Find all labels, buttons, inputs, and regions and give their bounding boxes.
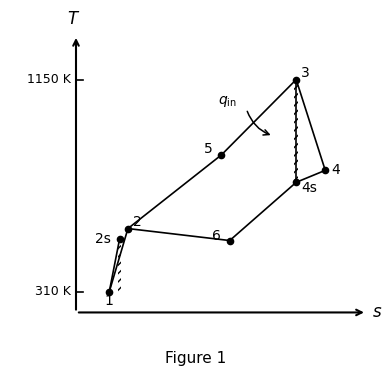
Bar <box>294 80 298 182</box>
Text: 4s: 4s <box>301 182 317 195</box>
Text: 5: 5 <box>203 142 212 156</box>
Text: $q_{\rm in}$: $q_{\rm in}$ <box>218 94 237 108</box>
Text: 1150 K: 1150 K <box>27 73 71 86</box>
Text: 310 K: 310 K <box>35 285 71 299</box>
Text: 1: 1 <box>105 295 114 309</box>
Text: T: T <box>68 10 78 28</box>
Bar <box>118 239 122 292</box>
Text: s: s <box>373 303 382 322</box>
Text: 3: 3 <box>301 67 310 80</box>
Text: 2: 2 <box>133 215 142 229</box>
Text: 6: 6 <box>212 229 221 243</box>
Text: Figure 1: Figure 1 <box>165 351 226 366</box>
Text: 2s: 2s <box>95 232 111 246</box>
Text: 4: 4 <box>332 163 340 177</box>
